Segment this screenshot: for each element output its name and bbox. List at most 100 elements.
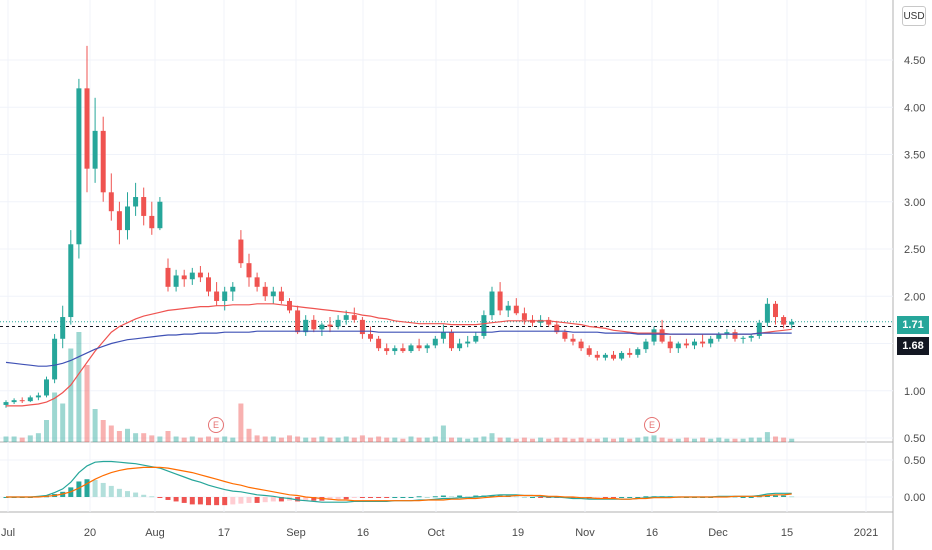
price-tick-label: 2.50 bbox=[904, 244, 925, 256]
macd-histogram-bar bbox=[92, 479, 98, 497]
macd-histogram-bar bbox=[149, 496, 155, 498]
candle bbox=[222, 286, 228, 311]
candle bbox=[578, 338, 584, 352]
macd-histogram-bar bbox=[635, 497, 641, 498]
candle bbox=[497, 282, 503, 316]
volume-bar bbox=[206, 436, 211, 442]
volume-bar bbox=[343, 436, 349, 442]
candle-body bbox=[562, 332, 568, 339]
volume-bar bbox=[27, 435, 33, 442]
macd-histogram-bar bbox=[254, 497, 260, 503]
earnings-marker-aug[interactable]: E bbox=[208, 417, 224, 433]
candle bbox=[92, 97, 98, 183]
time-tick-label: 19 bbox=[512, 527, 524, 539]
volume-bar bbox=[262, 436, 268, 442]
candle-body bbox=[141, 197, 147, 216]
macd-histogram-bar bbox=[789, 496, 795, 498]
candle bbox=[311, 315, 317, 333]
candle-body bbox=[68, 244, 74, 318]
macd-histogram-bar bbox=[440, 495, 446, 497]
price-tick-label: 1.00 bbox=[904, 386, 925, 398]
currency-button[interactable]: USD bbox=[902, 6, 926, 26]
candle bbox=[740, 335, 746, 344]
macd-histogram-bar bbox=[748, 497, 754, 498]
volume-bar bbox=[173, 436, 179, 442]
candle-body bbox=[303, 319, 309, 333]
candle-body bbox=[521, 313, 527, 320]
candle-body bbox=[108, 192, 114, 212]
time-tick-label: 2021 bbox=[854, 527, 878, 539]
candle-body bbox=[278, 291, 284, 301]
macd-pane bbox=[3, 460, 795, 506]
candle-body bbox=[546, 319, 552, 325]
volume-bar bbox=[214, 437, 220, 442]
volume-bar bbox=[440, 425, 446, 442]
candle bbox=[319, 322, 325, 336]
candle-body bbox=[724, 332, 730, 335]
candle bbox=[692, 338, 697, 350]
candle-body bbox=[513, 305, 519, 314]
candle bbox=[675, 341, 681, 353]
candle-body bbox=[173, 275, 179, 287]
volume-bar bbox=[84, 365, 90, 442]
candle-body bbox=[756, 322, 762, 336]
candle-body bbox=[740, 337, 746, 339]
volume-bar bbox=[473, 437, 479, 442]
candle bbox=[125, 192, 130, 240]
volume-bar bbox=[270, 436, 276, 442]
volume-bar bbox=[416, 437, 422, 442]
candle bbox=[19, 397, 25, 404]
volume-bar bbox=[740, 438, 746, 442]
candle-body bbox=[692, 341, 697, 346]
volume-bar bbox=[376, 436, 382, 442]
macd-histogram-bar bbox=[141, 494, 147, 497]
candle-body bbox=[133, 197, 139, 207]
candle-body bbox=[35, 395, 41, 398]
volume-bar bbox=[157, 436, 163, 442]
candles[interactable] bbox=[3, 45, 795, 408]
candle bbox=[449, 329, 454, 352]
candle bbox=[262, 282, 268, 301]
macd-histogram-bar bbox=[335, 497, 341, 500]
time-tick-label: Dec bbox=[708, 527, 728, 539]
candle-body bbox=[700, 341, 706, 344]
candle-body bbox=[408, 345, 414, 352]
macd-histogram-bar bbox=[197, 497, 203, 505]
candle-body bbox=[619, 352, 625, 359]
volume-bar bbox=[497, 437, 503, 442]
volume-bar bbox=[432, 436, 438, 442]
ma-slow-line bbox=[5, 330, 792, 367]
candle-body bbox=[505, 305, 511, 311]
candle bbox=[230, 282, 236, 301]
candle-body bbox=[116, 211, 122, 231]
macd-histogram-bar bbox=[384, 497, 390, 498]
macd-histogram-bar bbox=[740, 497, 746, 498]
macd-histogram-bar bbox=[376, 497, 382, 498]
candle bbox=[440, 324, 446, 344]
macd-histogram-bar bbox=[108, 485, 114, 497]
candle bbox=[214, 282, 220, 306]
candle-body bbox=[683, 343, 689, 346]
candle bbox=[651, 326, 657, 346]
price-tick-label: 4.00 bbox=[904, 102, 925, 114]
macd-histogram-bar bbox=[327, 497, 333, 500]
candle bbox=[416, 338, 422, 352]
candle bbox=[35, 392, 41, 401]
volume-bar bbox=[716, 437, 722, 442]
volume-bar bbox=[197, 437, 203, 442]
volume-bar bbox=[400, 438, 406, 442]
earnings-marker-nov[interactable]: E bbox=[644, 417, 660, 433]
candle-body bbox=[764, 303, 770, 323]
volume-bars bbox=[3, 332, 795, 442]
volume-bar bbox=[675, 438, 681, 442]
candle-body bbox=[748, 335, 754, 338]
price-tick-label: 3.50 bbox=[904, 150, 925, 162]
candle-body bbox=[497, 291, 503, 311]
time-tick-label: 16 bbox=[357, 527, 369, 539]
macd-histogram-bar bbox=[230, 497, 236, 505]
candle-body bbox=[635, 349, 641, 355]
macd-histogram-bar bbox=[351, 497, 357, 498]
time-tick-label: Jul bbox=[1, 527, 15, 539]
candle bbox=[60, 305, 66, 349]
